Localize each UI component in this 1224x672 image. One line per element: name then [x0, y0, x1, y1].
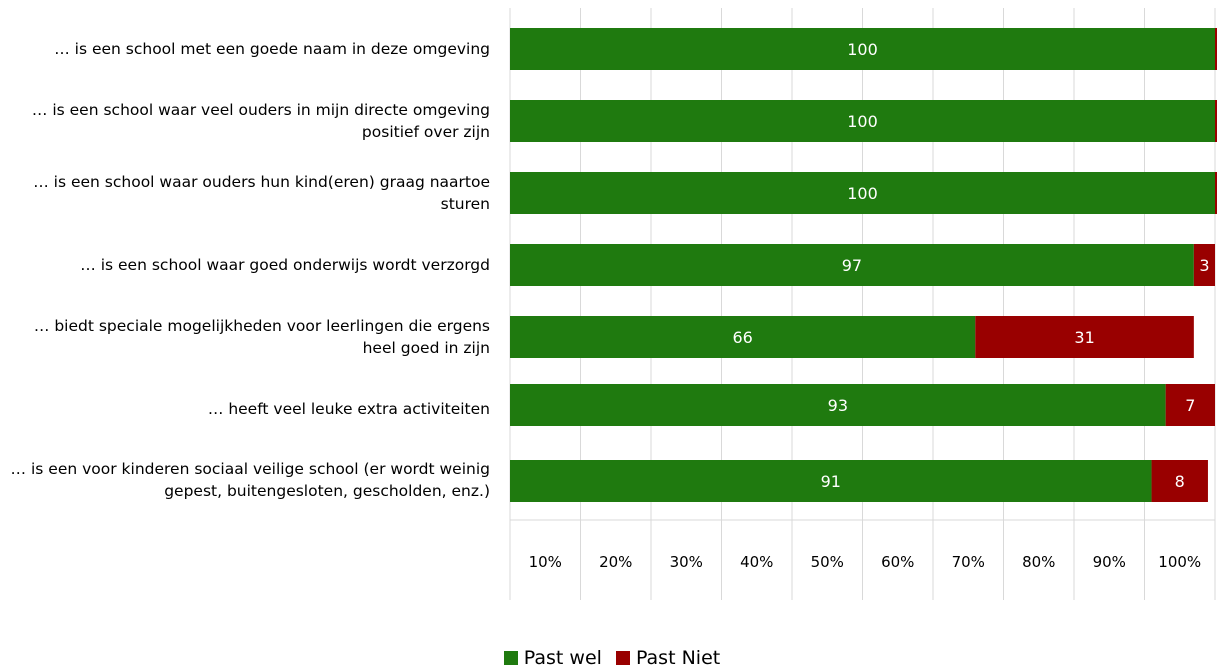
category-label-7: … is een voor kinderen sociaal veilige s…: [10, 460, 490, 500]
x-tick-label: 60%: [881, 553, 914, 571]
bar-past-niet: [1151, 460, 1208, 502]
bar-past-wel: [510, 28, 1215, 70]
legend: Past wel Past Niet: [0, 647, 1224, 669]
data-label-past-wel: 93: [828, 396, 848, 415]
legend-swatch-past-wel: [503, 651, 518, 665]
data-label-past-niet: 7: [1185, 396, 1195, 415]
bar-past-wel: [510, 244, 1194, 286]
category-label-5: … biedt speciale mogelijkheden voor leer…: [33, 317, 490, 357]
data-label-past-wel: 100: [847, 40, 878, 59]
data-label-past-niet: 3: [1199, 256, 1209, 275]
legend-item-past-wel: Past wel: [503, 647, 602, 669]
legend-label-past-wel: Past wel: [523, 647, 602, 669]
legend-item-past-niet: Past Niet: [615, 647, 721, 669]
data-label-past-wel: 100: [847, 184, 878, 203]
category-label-2: … is een school waar veel ouders in mijn…: [31, 101, 490, 141]
bar-past-wel: [510, 100, 1215, 142]
x-tick-label: 30%: [670, 553, 703, 571]
x-tick-label: 80%: [1022, 553, 1055, 571]
bar-past-wel: [510, 384, 1166, 426]
bar-past-wel: [510, 460, 1152, 502]
x-tick-label: 90%: [1093, 553, 1126, 571]
data-label-past-niet: 31: [1074, 328, 1094, 347]
x-tick-label: 10%: [529, 553, 562, 571]
bar-past-niet: [1165, 384, 1215, 426]
bar-past-niet: [1215, 28, 1217, 70]
bar-past-niet: [1215, 100, 1217, 142]
x-tick-label: 70%: [952, 553, 985, 571]
category-label-1: … is een school met een goede naam in de…: [54, 40, 490, 58]
x-tick-label: 20%: [599, 553, 632, 571]
data-label-past-niet: 8: [1175, 472, 1185, 491]
bar-past-niet: [975, 316, 1194, 358]
x-tick-label: 100%: [1158, 553, 1201, 571]
x-tick-label: 40%: [740, 553, 773, 571]
data-label-past-wel: 66: [732, 328, 752, 347]
bar-past-niet: [1193, 244, 1215, 286]
category-label-4: … is een school waar goed onderwijs word…: [80, 256, 490, 274]
data-label-past-wel: 100: [847, 112, 878, 131]
bar-past-wel: [510, 172, 1215, 214]
bar-past-wel: [510, 316, 976, 358]
data-label-past-wel: 91: [821, 472, 841, 491]
bar-past-niet: [1215, 172, 1217, 214]
category-label-6: … heeft veel leuke extra activiteiten: [207, 400, 490, 418]
data-label-past-wel: 97: [842, 256, 862, 275]
legend-swatch-past-niet: [615, 651, 630, 665]
category-label-3: … is een school waar ouders hun kind(ere…: [33, 173, 490, 213]
x-tick-label: 50%: [811, 553, 844, 571]
legend-label-past-niet: Past Niet: [635, 647, 721, 669]
